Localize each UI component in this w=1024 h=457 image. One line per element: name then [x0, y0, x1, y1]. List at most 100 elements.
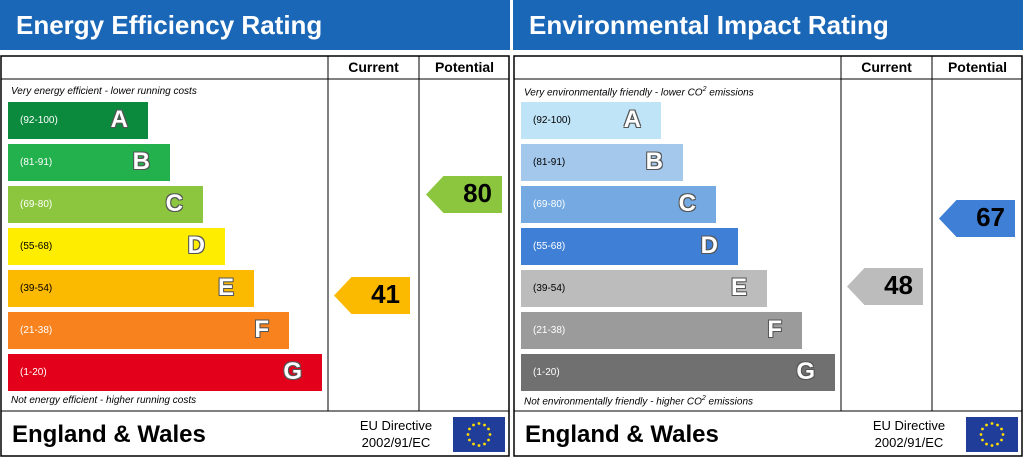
env-band-e: (39-54) E	[521, 270, 767, 307]
eu-star-icon	[985, 442, 988, 446]
env-potential-value: 67	[976, 202, 1005, 232]
energy-potential-arrow: 80	[426, 176, 502, 213]
energy-band-range: (69-80)	[20, 199, 53, 210]
energy-band-e: (39-54) E	[8, 270, 254, 307]
env-band-letter: C	[678, 190, 696, 217]
energy-current-value: 41	[371, 279, 400, 309]
eu-star-icon	[487, 427, 490, 431]
env-grid	[513, 55, 1023, 457]
env-bottom-note-text: Not environmentally friendly - higher CO	[524, 396, 702, 408]
energy-band-range: (92-100)	[20, 115, 58, 126]
eu-star-icon	[472, 442, 475, 446]
env-band-range: (21-38)	[533, 325, 566, 336]
eu-star-icon	[1000, 438, 1003, 442]
eu-star-icon	[477, 444, 481, 447]
env-band-d: (55-68) D	[521, 228, 738, 265]
env-potential-header: Potential	[947, 59, 1008, 75]
env-band-g: (1-20) G	[521, 354, 835, 391]
env-band-range: (81-91)	[533, 157, 566, 168]
energy-title: Energy Efficiency Rating	[0, 0, 510, 50]
env-top-note-text: Very environmentally friendly - lower CO	[524, 87, 703, 99]
eu-star-icon	[996, 423, 999, 427]
eu-star-icon	[483, 423, 486, 427]
energy-band-range: (1-20)	[20, 367, 47, 378]
energy-band-f: (21-38) F	[8, 312, 289, 349]
energy-band-letter: B	[132, 148, 150, 175]
env-country-label: England & Wales	[525, 421, 719, 448]
energy-band-range: (39-54)	[20, 283, 53, 294]
eu-star-icon	[1001, 433, 1005, 436]
env-band-a: (92-100) A	[521, 102, 661, 139]
env-band-f: (21-38) F	[521, 312, 802, 349]
energy-current-header: Current	[348, 59, 399, 75]
env-band-letter: F	[767, 316, 782, 343]
env-current-header: Current	[861, 59, 912, 75]
env-band-letter: B	[645, 148, 663, 175]
eu-star-icon	[468, 438, 471, 442]
energy-band-range: (81-91)	[20, 157, 53, 168]
eu-star-icon	[466, 433, 470, 436]
environmental-impact-panel: Environmental Impact Rating Current Pote…	[513, 0, 1023, 457]
eu-star-icon	[985, 423, 988, 427]
energy-directive-line-2: 2002/91/EC	[361, 435, 431, 450]
env-band-c: (69-80) C	[521, 186, 716, 223]
energy-potential-value: 80	[463, 178, 492, 208]
env-band-range: (69-80)	[533, 199, 566, 210]
energy-country-label: England & Wales	[12, 421, 206, 448]
env-top-note-sup: 2	[702, 86, 707, 93]
env-band-letter: G	[796, 358, 815, 385]
env-bottom-note-sup: 2	[701, 395, 706, 402]
eu-stars-icon	[466, 422, 492, 447]
env-top-note: Very environmentally friendly - lower CO…	[524, 86, 754, 98]
eu-star-icon	[990, 422, 994, 425]
eu-star-icon	[487, 438, 490, 442]
eu-star-icon	[488, 433, 492, 436]
energy-band-range: (21-38)	[20, 325, 53, 336]
env-band-range: (92-100)	[533, 115, 571, 126]
eu-stars-icon	[979, 422, 1005, 447]
energy-bottom-note: Not energy efficient - higher running co…	[11, 395, 197, 406]
eu-star-icon	[477, 422, 481, 425]
eu-star-icon	[996, 442, 999, 446]
energy-directive-line-1: EU Directive	[359, 418, 433, 433]
env-top-note-tail: emissions	[706, 87, 754, 99]
env-band-range: (1-20)	[533, 367, 560, 378]
energy-potential-header: Potential	[434, 59, 495, 75]
energy-current-arrow: 41	[334, 277, 410, 314]
energy-chart-frame: Current Potential Very energy efficient …	[0, 55, 510, 457]
eu-star-icon	[472, 423, 475, 427]
energy-band-range: (55-68)	[20, 241, 53, 252]
energy-band-g: (1-20) G	[8, 354, 322, 391]
env-current-value: 48	[884, 270, 913, 300]
energy-eu-directive: EU Directive 2002/91/EC	[350, 417, 442, 451]
eu-star-icon	[990, 444, 994, 447]
energy-band-letter: D	[187, 232, 205, 259]
energy-grid	[0, 55, 510, 457]
energy-band-letter: A	[110, 106, 128, 133]
eu-star-icon	[1000, 427, 1003, 431]
eu-flag-icon	[966, 417, 1018, 452]
energy-band-c: (69-80) C	[8, 186, 203, 223]
env-band-letter: A	[623, 106, 641, 133]
energy-band-letter: C	[165, 190, 183, 217]
env-band-b: (81-91) B	[521, 144, 683, 181]
env-band-range: (39-54)	[533, 283, 566, 294]
energy-band-b: (81-91) B	[8, 144, 170, 181]
energy-efficiency-panel: Energy Efficiency Rating Current Potenti…	[0, 0, 510, 457]
env-eu-directive: EU Directive 2002/91/EC	[863, 417, 955, 451]
env-bottom-note: Not environmentally friendly - higher CO…	[524, 395, 753, 407]
eu-star-icon	[483, 442, 486, 446]
eu-star-icon	[468, 427, 471, 431]
eu-star-icon	[979, 433, 983, 436]
energy-band-a: (92-100) A	[8, 102, 148, 139]
env-current-arrow: 48	[847, 268, 923, 305]
energy-band-d: (55-68) D	[8, 228, 225, 265]
eu-flag-icon	[453, 417, 505, 452]
env-band-letter: D	[700, 232, 718, 259]
energy-band-letter: E	[217, 274, 234, 301]
env-potential-arrow: 67	[939, 200, 1015, 237]
env-band-range: (55-68)	[533, 241, 566, 252]
energy-band-letter: G	[283, 358, 302, 385]
energy-top-note: Very energy efficient - lower running co…	[11, 86, 197, 97]
eu-star-icon	[981, 438, 984, 442]
